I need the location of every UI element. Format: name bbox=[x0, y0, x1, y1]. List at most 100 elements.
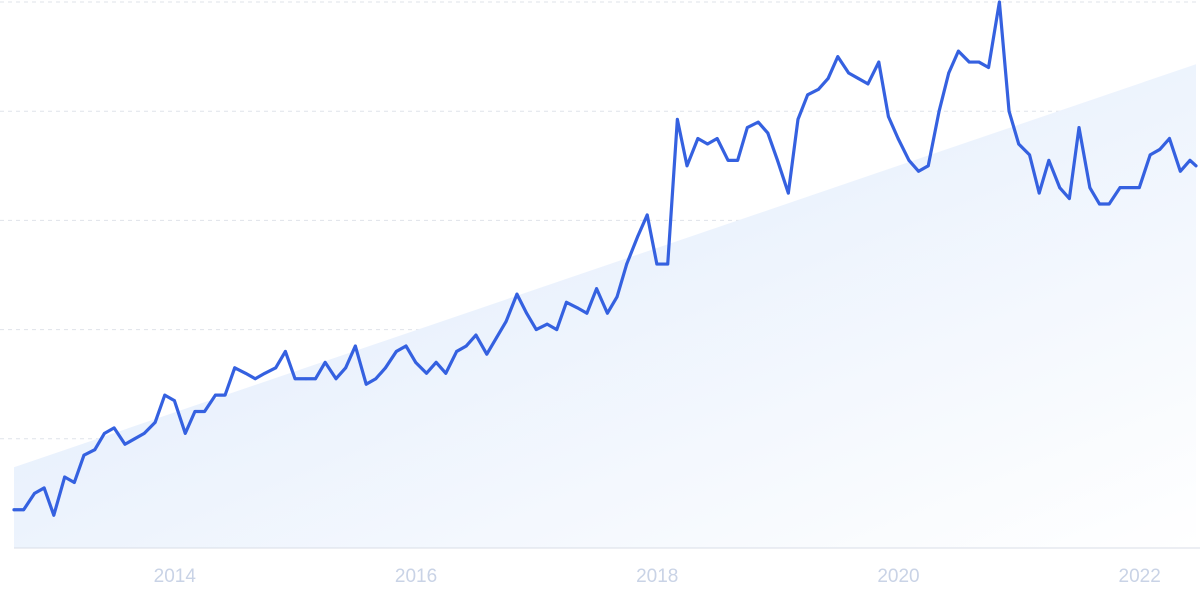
data-point-73 bbox=[745, 126, 749, 129]
data-point-112 bbox=[1137, 186, 1141, 190]
data-point-84 bbox=[856, 77, 860, 80]
data-point-83 bbox=[847, 71, 851, 75]
data-point-7 bbox=[82, 453, 86, 457]
data-point-72 bbox=[736, 158, 740, 162]
data-point-75 bbox=[766, 131, 770, 135]
data-point-48 bbox=[495, 336, 498, 340]
data-point-117 bbox=[1188, 158, 1192, 162]
data-point-41 bbox=[425, 371, 428, 375]
data-point-59 bbox=[606, 311, 609, 315]
data-point-91 bbox=[926, 164, 930, 168]
data-point-109 bbox=[1107, 202, 1111, 206]
data-point-44 bbox=[455, 350, 459, 353]
data-point-88 bbox=[896, 137, 900, 140]
data-point-92 bbox=[937, 109, 941, 113]
data-point-29 bbox=[304, 377, 308, 381]
data-point-89 bbox=[907, 158, 911, 162]
data-point-80 bbox=[817, 87, 820, 91]
data-point-3 bbox=[42, 486, 46, 490]
data-point-23 bbox=[244, 371, 247, 375]
data-point-27 bbox=[283, 350, 287, 353]
data-point-82 bbox=[836, 55, 840, 58]
data-point-0 bbox=[12, 508, 16, 512]
data-point-25 bbox=[263, 371, 267, 375]
data-point-47 bbox=[485, 352, 489, 356]
x-tick-label-2014: 2014 bbox=[154, 566, 197, 587]
data-point-14 bbox=[153, 421, 157, 424]
data-point-45 bbox=[464, 344, 468, 348]
data-point-15 bbox=[163, 393, 167, 397]
data-point-18 bbox=[193, 410, 197, 413]
data-point-115 bbox=[1168, 137, 1171, 140]
data-point-96 bbox=[977, 60, 981, 64]
data-point-57 bbox=[585, 311, 589, 315]
data-point-43 bbox=[444, 371, 448, 375]
data-point-54 bbox=[555, 328, 559, 331]
data-point-77 bbox=[786, 191, 790, 195]
data-point-37 bbox=[384, 366, 387, 370]
data-point-76 bbox=[776, 158, 779, 162]
data-point-65 bbox=[666, 262, 670, 266]
series-points-0 bbox=[12, 0, 1198, 517]
data-point-12 bbox=[133, 437, 137, 441]
data-point-36 bbox=[374, 377, 378, 381]
x-tick-label-2020: 2020 bbox=[877, 566, 919, 587]
data-point-85 bbox=[866, 82, 870, 86]
data-point-30 bbox=[314, 377, 317, 381]
data-point-1 bbox=[22, 508, 26, 512]
data-point-102 bbox=[1037, 191, 1041, 195]
data-point-110 bbox=[1118, 186, 1122, 190]
x-tick-label-2022: 2022 bbox=[1119, 566, 1161, 587]
data-point-118 bbox=[1194, 164, 1198, 168]
data-point-116 bbox=[1178, 169, 1182, 173]
data-point-81 bbox=[826, 77, 830, 80]
data-point-39 bbox=[404, 344, 408, 348]
data-point-64 bbox=[655, 262, 659, 266]
data-point-4 bbox=[52, 513, 56, 517]
data-point-100 bbox=[1017, 142, 1021, 146]
data-point-6 bbox=[72, 481, 76, 484]
data-point-107 bbox=[1088, 186, 1092, 190]
data-point-60 bbox=[615, 295, 619, 299]
data-point-50 bbox=[515, 292, 519, 296]
data-point-35 bbox=[364, 382, 368, 386]
data-point-33 bbox=[344, 366, 348, 370]
data-point-34 bbox=[353, 344, 357, 348]
data-point-11 bbox=[123, 442, 127, 446]
data-point-113 bbox=[1148, 153, 1152, 157]
data-point-99 bbox=[1007, 109, 1011, 113]
data-point-105 bbox=[1067, 197, 1071, 200]
data-point-19 bbox=[203, 410, 206, 413]
data-point-103 bbox=[1047, 158, 1051, 162]
data-point-53 bbox=[545, 322, 549, 326]
data-point-63 bbox=[645, 213, 649, 217]
data-point-26 bbox=[274, 366, 278, 370]
data-point-20 bbox=[214, 393, 217, 397]
x-tick-label-2018: 2018 bbox=[636, 566, 678, 587]
data-point-52 bbox=[534, 328, 538, 331]
data-point-70 bbox=[715, 137, 719, 140]
data-point-32 bbox=[334, 377, 338, 381]
data-point-93 bbox=[947, 71, 951, 75]
data-point-78 bbox=[796, 117, 800, 121]
data-point-90 bbox=[917, 169, 920, 173]
data-point-51 bbox=[525, 311, 528, 315]
data-point-9 bbox=[103, 431, 106, 435]
data-point-38 bbox=[394, 350, 398, 353]
data-point-40 bbox=[414, 360, 418, 364]
data-point-31 bbox=[323, 360, 327, 364]
data-point-17 bbox=[183, 431, 187, 435]
data-point-68 bbox=[696, 137, 700, 140]
data-point-58 bbox=[595, 287, 598, 291]
data-point-114 bbox=[1158, 148, 1162, 151]
data-point-87 bbox=[887, 115, 890, 119]
data-point-42 bbox=[434, 360, 438, 364]
data-point-56 bbox=[575, 306, 579, 310]
data-point-22 bbox=[233, 366, 237, 370]
data-point-69 bbox=[706, 142, 709, 146]
data-point-74 bbox=[756, 120, 760, 124]
data-point-94 bbox=[956, 49, 960, 53]
data-point-10 bbox=[112, 426, 116, 430]
